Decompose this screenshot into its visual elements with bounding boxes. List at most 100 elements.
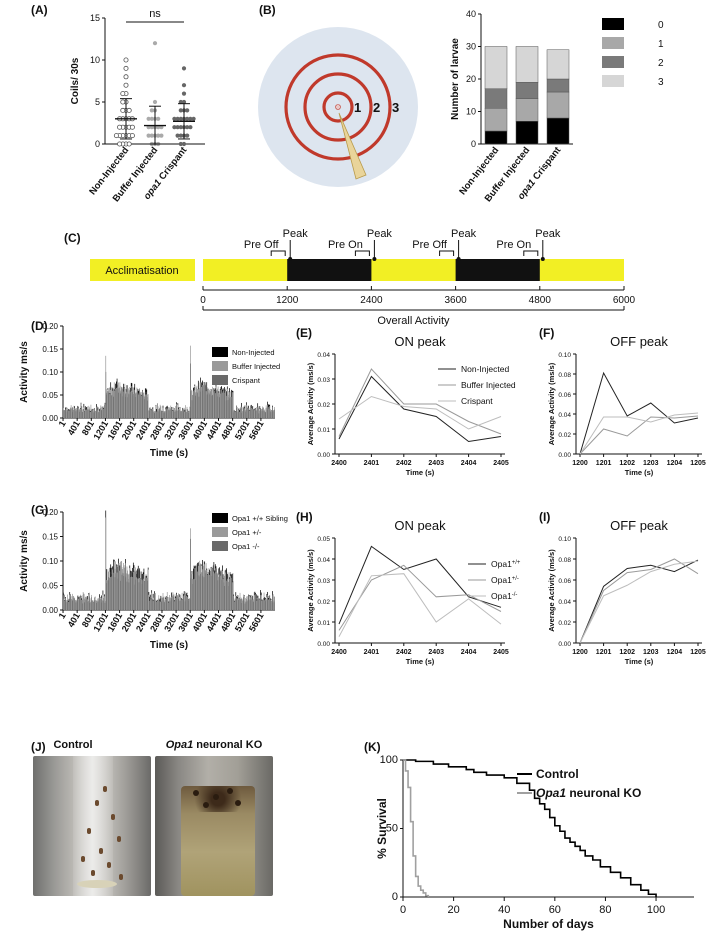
activity-bar xyxy=(202,569,203,610)
activity-bar xyxy=(119,382,121,418)
activity-bar xyxy=(194,567,196,610)
activity-bar xyxy=(164,411,166,418)
activity-bar xyxy=(102,594,104,610)
activity-bar xyxy=(187,409,189,418)
y-tick-label: 0.05 xyxy=(42,582,58,591)
dark-period xyxy=(287,259,372,281)
activity-bar xyxy=(87,406,88,418)
x-axis-label: Time (s) xyxy=(150,448,188,459)
y-tick-label: 0.15 xyxy=(42,345,58,354)
activity-bar xyxy=(67,407,68,418)
activity-bar xyxy=(247,408,249,418)
activity-bar xyxy=(221,569,222,610)
bar-segment xyxy=(484,130,508,145)
activity-bar xyxy=(182,599,184,610)
activity-bar xyxy=(125,388,126,418)
activity-bar xyxy=(70,407,71,418)
activity-bar xyxy=(135,392,136,418)
activity-bar xyxy=(167,409,169,418)
activity-bar xyxy=(243,406,244,418)
activity-bar xyxy=(191,573,193,610)
activity-bar xyxy=(87,409,89,418)
data-point xyxy=(175,125,180,130)
activity-bar xyxy=(106,389,107,418)
x-tick-label: 2404 xyxy=(461,460,477,467)
activity-bar xyxy=(254,595,256,610)
activity-bar xyxy=(263,592,265,610)
activity-bar xyxy=(125,573,127,610)
activity-bar xyxy=(243,594,244,610)
activity-bar xyxy=(140,391,142,418)
pre-window-bracket xyxy=(439,250,455,256)
bar-segment xyxy=(546,117,570,145)
activity-bar xyxy=(202,385,204,418)
y-tick-label: 15 xyxy=(90,13,100,23)
activity-bar xyxy=(227,572,229,610)
activity-bar xyxy=(103,408,104,418)
activity-bar xyxy=(99,597,101,610)
x-tick-label: 100 xyxy=(647,904,665,916)
peak-dot xyxy=(288,257,293,261)
activity-bar xyxy=(99,597,100,610)
activity-bar xyxy=(73,405,75,418)
data-point xyxy=(178,99,183,105)
data-point xyxy=(146,116,151,121)
activity-bar xyxy=(67,410,69,418)
activity-bar xyxy=(255,408,256,418)
activity-bar xyxy=(150,599,152,610)
x-tick-label: 2401 xyxy=(364,460,380,467)
activity-bar xyxy=(107,569,109,610)
activity-bar xyxy=(181,410,182,418)
activity-bar xyxy=(136,577,138,610)
legend-swatch xyxy=(602,75,624,87)
timeline-tick-label: 4800 xyxy=(529,295,552,306)
activity-bar xyxy=(181,599,182,610)
x-tick-label: 80 xyxy=(599,904,611,916)
activity-bar xyxy=(82,410,84,418)
y-tick-label: 0.00 xyxy=(317,641,330,648)
activity-bar xyxy=(193,579,194,610)
activity-bar xyxy=(166,408,167,418)
activity-bar xyxy=(231,396,232,418)
activity-bar xyxy=(84,411,85,418)
chart-title: ON peak xyxy=(394,518,446,533)
activity-bar xyxy=(109,394,111,418)
activity-bar xyxy=(75,408,76,418)
activity-bar xyxy=(63,598,65,610)
activity-bar xyxy=(223,388,225,418)
activity-bar xyxy=(144,394,146,418)
activity-bar xyxy=(92,410,94,418)
activity-bar xyxy=(219,389,221,418)
y-tick-label: 0.06 xyxy=(558,392,571,399)
activity-bar xyxy=(171,408,172,418)
y-tick-label: 0.01 xyxy=(317,427,330,434)
activity-bar xyxy=(231,582,233,610)
y-axis-label: Average Activity (ms/s) xyxy=(547,549,556,632)
peak-label: Peak xyxy=(283,228,309,240)
y-tick-label: 0.00 xyxy=(42,606,58,615)
panel-letter-i: (I) xyxy=(539,510,550,524)
activity-bar xyxy=(104,404,106,418)
activity-bar xyxy=(222,579,224,610)
activity-bar xyxy=(234,409,235,418)
y-tick-label: 40 xyxy=(466,9,476,19)
activity-bar xyxy=(137,393,139,418)
pre-window-bracket xyxy=(270,250,286,256)
activity-bar xyxy=(169,595,170,610)
activity-bar xyxy=(152,408,153,418)
activity-bar xyxy=(236,406,238,418)
activity-bar xyxy=(155,405,157,418)
y-tick-label: 0.04 xyxy=(558,412,571,419)
legend-label: Opa1 neuronal KO xyxy=(536,786,641,800)
data-point xyxy=(185,133,190,138)
zone-ring-2 xyxy=(303,72,373,142)
activity-bar xyxy=(234,412,236,418)
activity-bar xyxy=(79,594,81,610)
activity-bar xyxy=(266,407,268,418)
activity-bar xyxy=(120,390,121,418)
activity-bar xyxy=(249,599,251,610)
peak-dot xyxy=(456,257,461,261)
y-tick-label: 0.04 xyxy=(558,599,571,606)
activity-bar xyxy=(273,410,275,418)
activity-bar xyxy=(147,577,148,610)
